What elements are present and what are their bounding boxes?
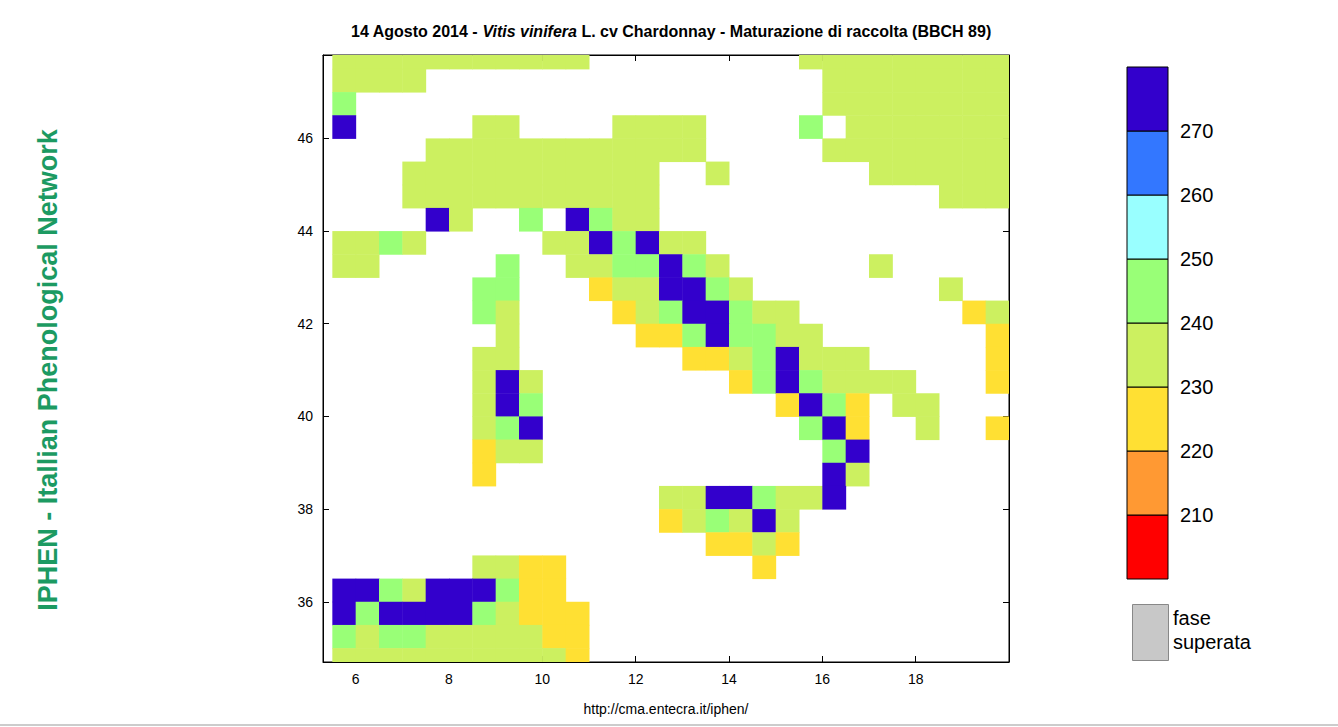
svg-text:270: 270 [1180, 120, 1213, 142]
svg-text:18: 18 [908, 671, 924, 687]
svg-text:superata: superata [1173, 631, 1252, 653]
svg-text:210: 210 [1180, 504, 1213, 526]
svg-text:http://cma.entecra.it/iphen/: http://cma.entecra.it/iphen/ [584, 701, 749, 717]
svg-text:40: 40 [297, 408, 313, 424]
svg-text:42: 42 [297, 316, 313, 332]
svg-text:10: 10 [535, 671, 551, 687]
svg-text:260: 260 [1180, 184, 1213, 206]
svg-text:240: 240 [1180, 312, 1213, 334]
svg-text:38: 38 [297, 501, 313, 517]
svg-text:12: 12 [628, 671, 644, 687]
svg-text:8: 8 [445, 671, 453, 687]
svg-text:36: 36 [297, 594, 313, 610]
svg-text:44: 44 [297, 223, 313, 239]
svg-text:46: 46 [297, 130, 313, 146]
svg-text:Vitis vinifera: Vitis vinifera [482, 23, 577, 40]
svg-text:14: 14 [721, 671, 737, 687]
svg-text:L. cv Chardonnay - Maturazione: L. cv Chardonnay - Maturazione di raccol… [577, 23, 991, 40]
svg-text:16: 16 [815, 671, 831, 687]
svg-text:6: 6 [352, 671, 360, 687]
svg-text:14 Agosto 2014 -: 14 Agosto 2014 - [351, 23, 482, 40]
svg-text:220: 220 [1180, 440, 1213, 462]
svg-text:fase: fase [1173, 607, 1211, 629]
svg-text:230: 230 [1180, 376, 1213, 398]
svg-text:IPHEN - Itallian Phenological: IPHEN - Itallian Phenological Network [33, 128, 63, 611]
svg-text:250: 250 [1180, 248, 1213, 270]
